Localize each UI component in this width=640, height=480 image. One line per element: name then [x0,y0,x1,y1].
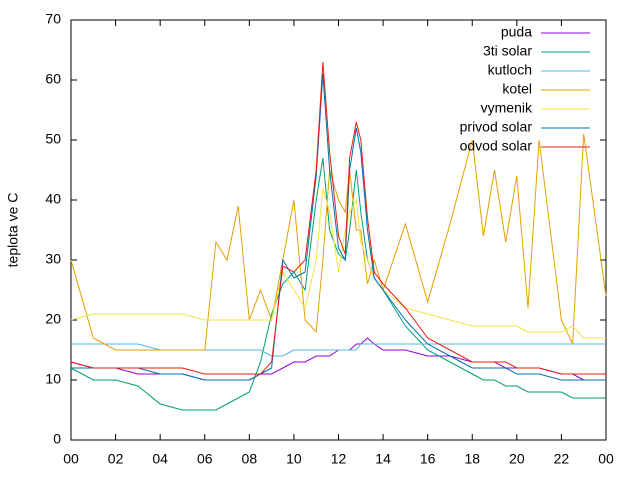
legend-label: puda [501,24,532,40]
x-tick-label: 12 [331,451,347,467]
y-tick-label: 50 [45,131,61,147]
legend-label: privod solar [460,119,533,135]
y-tick-label: 10 [45,371,61,387]
y-tick-label: 20 [45,311,61,327]
x-tick-label: 08 [242,451,258,467]
series-line [70,61,606,375]
x-tick-label: 00 [63,451,79,467]
x-tick-label: 04 [152,451,168,467]
y-tick-label: 60 [45,71,61,87]
legend-label: 3ti solar [483,43,532,59]
x-tick-label: 06 [197,451,213,467]
series-line [71,343,606,357]
x-tick-label: 14 [375,451,391,467]
y-tick-label: 0 [53,431,61,447]
series-line [71,73,606,381]
x-tick-label: 00 [598,451,614,467]
series-line [70,133,607,351]
legend-label: vymenik [481,100,533,116]
legend-label: odvod solar [460,138,533,154]
y-axis-label: teplota ve C [5,193,21,268]
legend-label: kutloch [488,62,532,78]
y-tick-label: 30 [45,251,61,267]
x-tick-label: 20 [509,451,525,467]
y-tick-label: 40 [45,191,61,207]
x-tick-label: 02 [108,451,124,467]
y-tick-label: 70 [45,11,61,27]
x-tick-label: 22 [554,451,570,467]
series-line [70,187,606,339]
x-tick-label: 10 [286,451,302,467]
legend-label: kotel [502,81,532,97]
x-tick-label: 16 [420,451,436,467]
x-tick-label: 18 [464,451,480,467]
